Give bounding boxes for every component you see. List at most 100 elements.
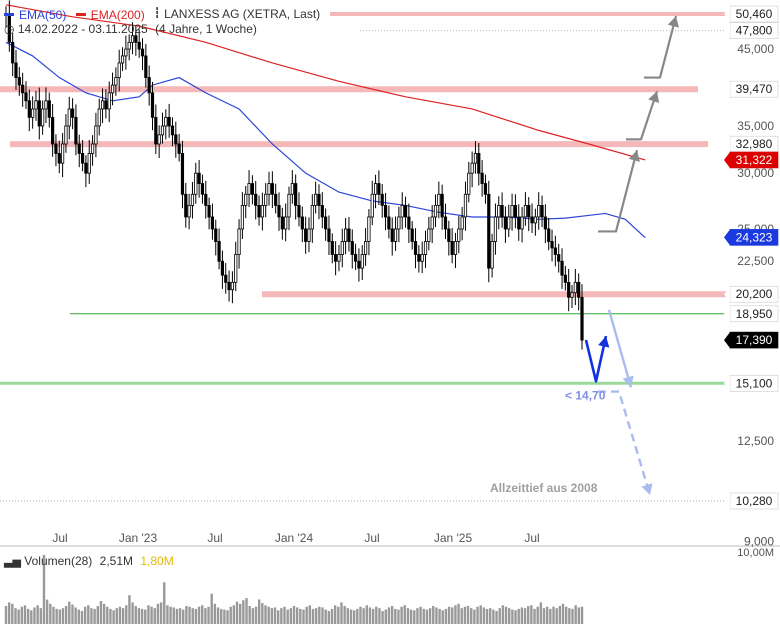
volume-bar [131, 602, 134, 624]
y-tick-label: 45,000 [737, 42, 774, 56]
candle-body [207, 205, 211, 218]
candle-body [17, 77, 21, 86]
volume-bar [343, 606, 346, 624]
candle-body [497, 205, 501, 218]
candle-body [337, 254, 341, 262]
candle-body [417, 254, 421, 262]
candle-body [393, 228, 398, 242]
chart-title: LANXESS AG (XETRA, Last) [164, 6, 321, 21]
volume-bar [169, 606, 172, 624]
candle-body [420, 254, 424, 262]
volume-bar [267, 606, 270, 624]
candle-body [234, 254, 238, 283]
volume-bar [207, 606, 210, 624]
candle-body [507, 216, 511, 230]
candle-body [170, 125, 175, 136]
volume-bar [400, 606, 403, 624]
candle-body [177, 143, 181, 154]
candle-body [117, 62, 121, 78]
volume-bar [220, 608, 223, 624]
volume-bar [251, 608, 255, 624]
candle-body [227, 281, 231, 291]
volume-bar [163, 582, 166, 624]
candle-body [270, 183, 274, 195]
candle-body [267, 183, 271, 195]
candle-body [430, 216, 434, 230]
volume-bar [432, 606, 435, 624]
candle-body [87, 153, 91, 174]
volume-bar [118, 606, 122, 624]
volume-bar [337, 606, 340, 624]
candle-body [11, 41, 15, 64]
badge-pointer [724, 305, 730, 322]
price-badge-label: 20,200 [736, 287, 773, 301]
candle-body [550, 241, 554, 249]
candle-body [147, 77, 151, 94]
volume-bar [87, 605, 90, 624]
volume-bar [324, 609, 327, 624]
candle-body [350, 241, 354, 255]
projection-arrow-3 [644, 15, 678, 79]
volume-bar [166, 605, 169, 624]
volume-label: Volumen(28) [24, 554, 93, 568]
candle-body [51, 116, 55, 145]
candle-body [530, 216, 534, 224]
candle-body [160, 125, 165, 136]
volume-bar [365, 605, 368, 624]
projection-arrow-1 [598, 149, 639, 233]
volume-bar [172, 607, 175, 624]
volume-bar [394, 608, 397, 624]
badge-pointer [724, 81, 730, 98]
volume-bar [520, 607, 524, 624]
volume-panel: 10,00M [4, 547, 774, 624]
volume-bar [574, 605, 577, 624]
candle-body [367, 216, 371, 242]
candle-body [300, 216, 304, 230]
annotation-low-target: < 14,70 [565, 389, 606, 403]
volume-bar [428, 608, 432, 624]
candle-body [573, 281, 577, 294]
volume-bar [571, 608, 574, 624]
candle-body [523, 205, 527, 218]
candle-body [21, 84, 25, 94]
ema-lines [5, 4, 646, 239]
price-badge-label: 47,800 [736, 24, 773, 38]
volume-bar [470, 608, 473, 624]
volume-bar [159, 602, 163, 624]
candle-body [543, 216, 547, 230]
candle-body [74, 116, 78, 145]
ema50-label: EMA(50) [19, 7, 67, 22]
candle-body [44, 100, 48, 110]
volume-bar [30, 610, 33, 624]
volume-bar [460, 608, 463, 624]
candle-body [477, 153, 481, 174]
candle-body [453, 241, 458, 255]
volume-bar [150, 606, 153, 624]
volume-bar [109, 608, 112, 624]
volume-bar [289, 608, 293, 624]
candle-body [540, 205, 544, 218]
volume-bar [568, 608, 571, 624]
volume-bar [144, 609, 147, 624]
y-tick-label: 35,000 [737, 119, 774, 133]
volume-bar [188, 606, 191, 624]
volume-bar [356, 608, 359, 624]
volume-bar [299, 608, 302, 624]
volume-bar [454, 605, 457, 624]
candle-body [200, 183, 205, 195]
candle-body [347, 228, 351, 242]
candle-body [77, 143, 81, 154]
projection-arrow-blue-head [598, 336, 610, 348]
volume-bar [501, 605, 505, 624]
volume-bar [549, 608, 552, 624]
time-axis: Jul Jan '23 Jul Jan '24 Jul Jan '25 Jul [52, 531, 539, 545]
volume-bar [115, 608, 118, 624]
candle-body [110, 84, 115, 94]
volume-bar [77, 609, 80, 624]
volume-bar [302, 609, 305, 624]
volume-bar [178, 608, 182, 624]
volume-bar [508, 608, 511, 624]
candle-body [164, 116, 168, 127]
candle-body [180, 153, 185, 195]
bar-chart-icon: ▃▅ [4, 556, 21, 568]
